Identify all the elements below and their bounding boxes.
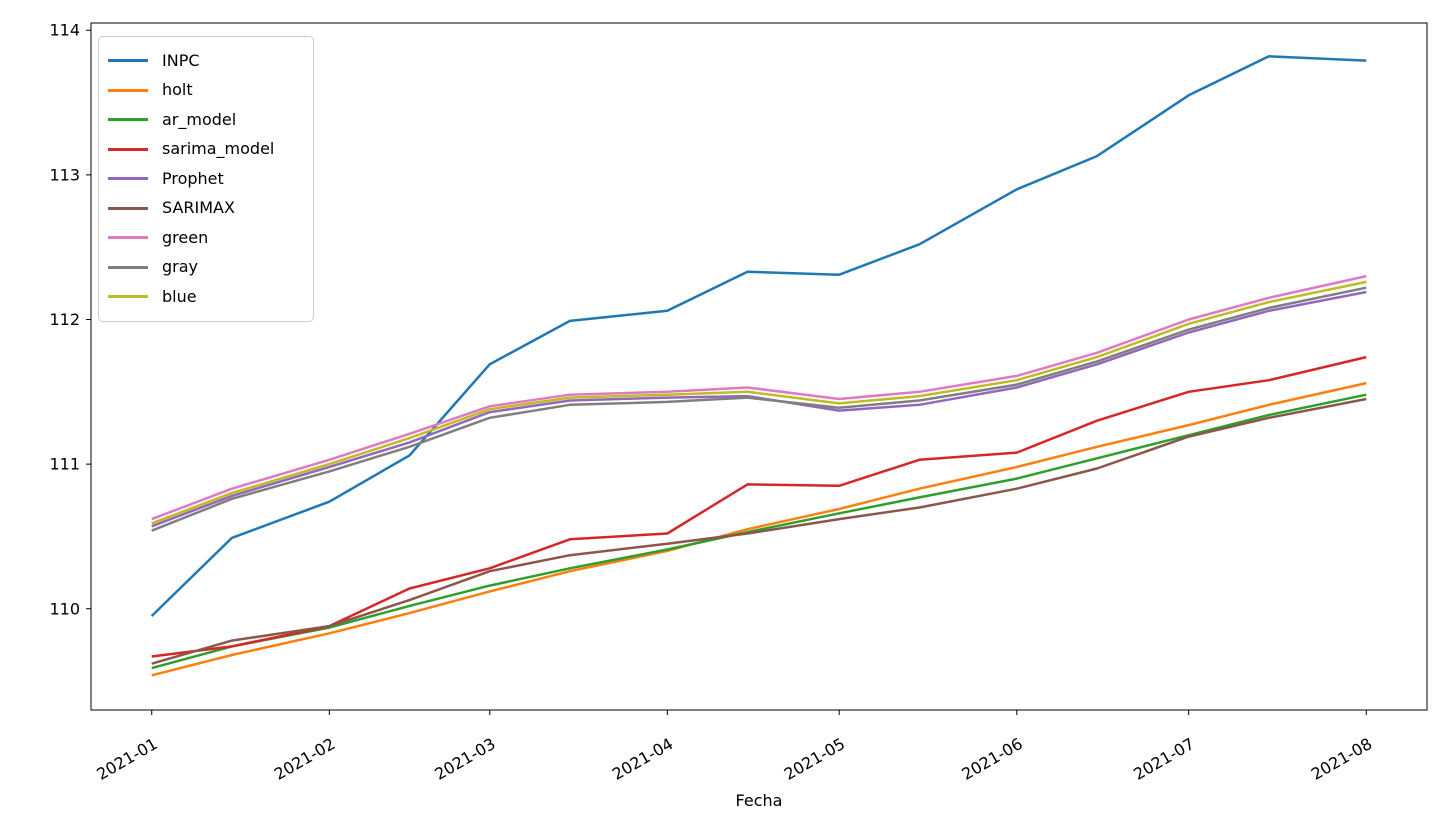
series-line-blue bbox=[151, 280, 1367, 525]
legend-item-blue: blue bbox=[108, 282, 303, 312]
legend-line-sample bbox=[108, 265, 148, 269]
series-line-ar_model bbox=[151, 393, 1367, 670]
series-line-gray bbox=[151, 286, 1367, 532]
legend-line-sample bbox=[108, 118, 148, 122]
y-tick-label: 112 bbox=[49, 310, 80, 329]
legend-item-ar_model: ar_model bbox=[108, 105, 303, 135]
x-axis-label: Fecha bbox=[735, 791, 783, 810]
legend-item-Prophet: Prophet bbox=[108, 164, 303, 194]
legend-line-sample bbox=[108, 88, 148, 92]
series-line-Prophet bbox=[151, 290, 1367, 528]
x-tick-label: 2021-02 bbox=[271, 734, 338, 784]
legend-label: Prophet bbox=[162, 168, 224, 188]
legend-item-holt: holt bbox=[108, 76, 303, 106]
legend-item-green: green bbox=[108, 223, 303, 253]
series-line-holt bbox=[151, 381, 1367, 677]
x-tick-label: 2021-05 bbox=[781, 734, 848, 784]
x-tick-label: 2021-03 bbox=[431, 734, 498, 784]
legend-label: sarima_model bbox=[162, 139, 275, 159]
legend-line-sample bbox=[108, 177, 148, 181]
series-line-sarima_model bbox=[151, 355, 1367, 658]
y-tick-label: 113 bbox=[49, 165, 80, 184]
y-tick-label: 110 bbox=[49, 599, 80, 618]
legend-label: blue bbox=[162, 286, 197, 306]
legend-item-INPC: INPC bbox=[108, 46, 303, 76]
legend-label: ar_model bbox=[162, 109, 237, 129]
legend: INPC holt ar_model sarima_model Prophet SARIM… bbox=[98, 36, 314, 322]
x-tick-label: 2021-07 bbox=[1130, 734, 1197, 784]
x-tick-label: 2021-06 bbox=[958, 734, 1025, 784]
y-tick-label: 111 bbox=[49, 455, 80, 474]
y-tick-label: 114 bbox=[49, 21, 80, 40]
legend-label: holt bbox=[162, 80, 193, 100]
x-tick-label: 2021-01 bbox=[93, 734, 160, 784]
x-tick-label: 2021-08 bbox=[1308, 734, 1375, 784]
legend-label: gray bbox=[162, 257, 199, 277]
legend-label: SARIMAX bbox=[162, 198, 235, 218]
legend-label: INPC bbox=[162, 50, 200, 70]
legend-line-sample bbox=[108, 59, 148, 63]
legend-line-sample bbox=[108, 147, 148, 151]
legend-item-gray: gray bbox=[108, 253, 303, 283]
series-line-INPC bbox=[150, 55, 1367, 617]
legend-line-sample bbox=[108, 206, 148, 210]
legend-line-sample bbox=[108, 295, 148, 299]
legend-label: green bbox=[162, 227, 209, 247]
axes-spines bbox=[90, 22, 1428, 711]
x-tick-label: 2021-04 bbox=[609, 734, 676, 784]
legend-item-sarima_model: sarima_model bbox=[108, 135, 303, 165]
legend-line-sample bbox=[108, 236, 148, 240]
series-line-green bbox=[151, 274, 1367, 521]
series-line-SARIMAX bbox=[151, 397, 1367, 665]
legend-item-SARIMAX: SARIMAX bbox=[108, 194, 303, 224]
